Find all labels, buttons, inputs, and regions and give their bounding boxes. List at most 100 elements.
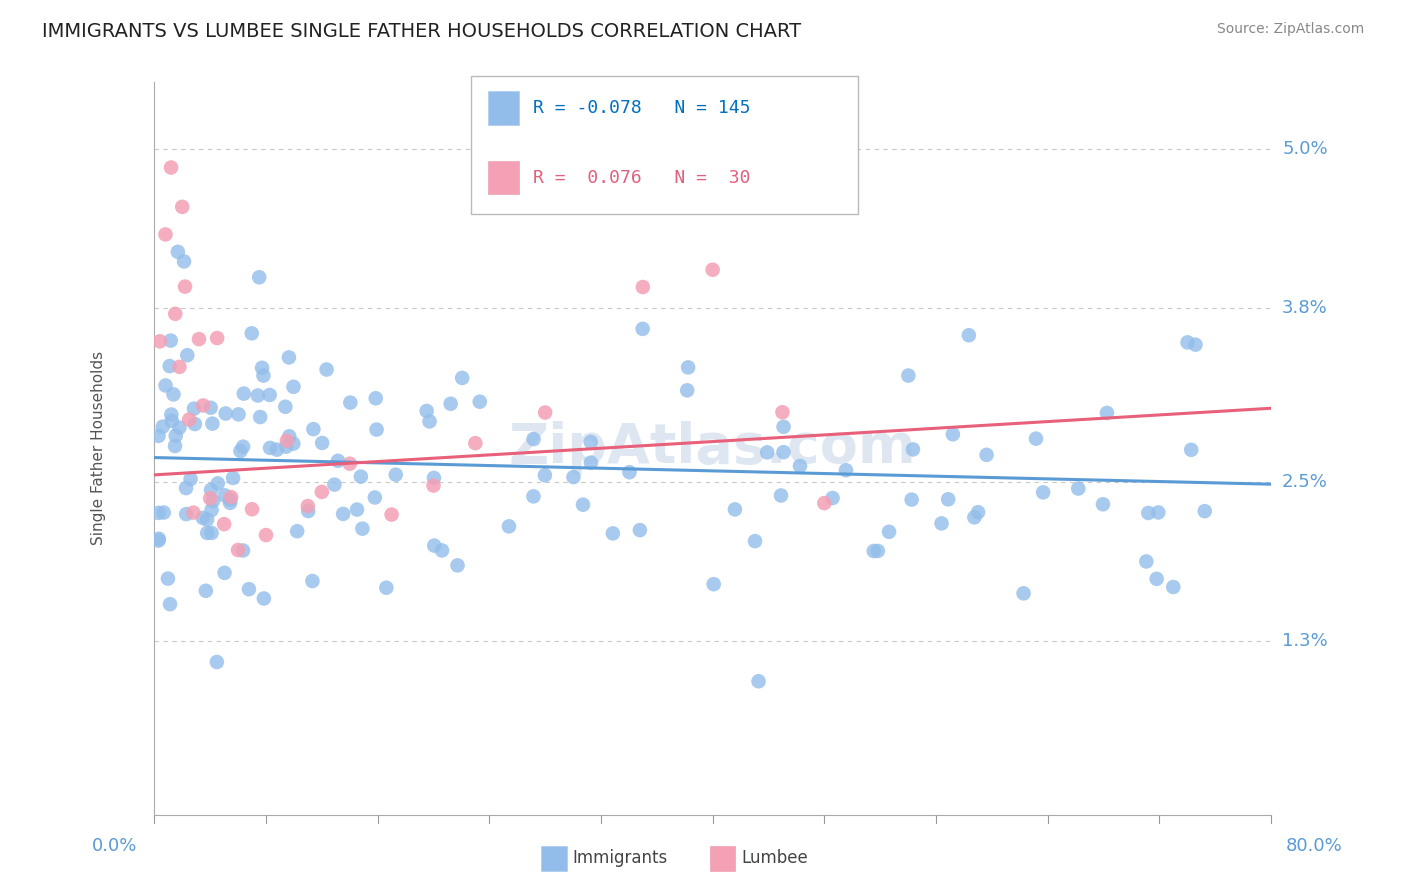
Point <box>772 445 794 459</box>
Point <box>332 507 354 521</box>
Point <box>148 533 170 548</box>
Point <box>259 388 281 402</box>
Point <box>152 419 174 434</box>
Point <box>901 442 924 457</box>
Point <box>229 444 252 458</box>
Point <box>384 467 406 482</box>
Point <box>266 442 288 457</box>
Point <box>446 558 468 573</box>
Point <box>155 378 177 392</box>
Point <box>232 440 254 454</box>
Point <box>375 581 398 595</box>
Text: Lumbee: Lumbee <box>741 849 807 867</box>
Point <box>172 200 194 214</box>
Point <box>195 512 218 526</box>
Point <box>200 483 222 497</box>
Point <box>772 419 794 434</box>
Point <box>602 526 624 541</box>
Point <box>1184 337 1206 351</box>
Point <box>323 477 346 491</box>
Point <box>364 392 387 406</box>
Point <box>821 491 844 505</box>
Point <box>339 395 361 409</box>
Point <box>364 491 387 505</box>
Point <box>276 434 298 448</box>
Point <box>191 399 214 413</box>
Point <box>165 428 187 442</box>
Point <box>179 412 201 426</box>
Point <box>1095 406 1118 420</box>
Point <box>1025 432 1047 446</box>
Point <box>285 524 308 539</box>
Point <box>366 423 388 437</box>
Point <box>278 351 301 365</box>
Point <box>297 504 319 518</box>
Point <box>259 441 281 455</box>
Point <box>160 408 183 422</box>
Point <box>1012 586 1035 600</box>
Point <box>194 583 217 598</box>
Point <box>862 544 884 558</box>
Point <box>191 511 214 525</box>
Text: 1.3%: 1.3% <box>1282 632 1327 650</box>
Point <box>976 448 998 462</box>
Point <box>283 436 305 450</box>
Point <box>222 471 245 485</box>
Point <box>769 488 792 502</box>
Point <box>877 524 900 539</box>
Point <box>165 307 187 321</box>
Point <box>240 502 263 516</box>
Point <box>214 566 236 580</box>
Point <box>278 429 301 443</box>
Point <box>176 348 198 362</box>
Point <box>381 508 404 522</box>
Point <box>246 388 269 402</box>
Point <box>219 490 242 504</box>
Point <box>468 394 491 409</box>
Point <box>311 436 333 450</box>
Text: Single Father Households: Single Father Households <box>91 351 105 545</box>
Point <box>339 457 361 471</box>
Point <box>212 517 235 532</box>
Point <box>942 427 965 442</box>
Point <box>198 491 221 506</box>
Text: 3.8%: 3.8% <box>1282 300 1327 318</box>
Point <box>301 574 323 588</box>
Point <box>534 405 557 419</box>
Point <box>534 468 557 483</box>
Point <box>200 525 222 540</box>
Point <box>274 400 297 414</box>
Point <box>219 496 242 510</box>
Point <box>148 506 170 520</box>
Point <box>238 582 260 596</box>
Text: Source: ZipAtlas.com: Source: ZipAtlas.com <box>1216 22 1364 37</box>
Point <box>423 471 446 485</box>
Point <box>430 543 453 558</box>
Point <box>156 572 179 586</box>
Text: R =  0.076   N =  30: R = 0.076 N = 30 <box>533 169 751 186</box>
Point <box>346 502 368 516</box>
Point <box>228 408 250 422</box>
Point <box>423 539 446 553</box>
Point <box>183 401 205 416</box>
Point <box>183 506 205 520</box>
Text: 80.0%: 80.0% <box>1286 837 1343 855</box>
Point <box>173 254 195 268</box>
Point <box>188 332 211 346</box>
Point <box>967 505 990 519</box>
Point <box>813 496 835 510</box>
Point <box>302 422 325 436</box>
Point <box>522 432 544 446</box>
Point <box>1135 554 1157 568</box>
Point <box>464 436 486 450</box>
Point <box>283 380 305 394</box>
Point <box>1147 505 1170 519</box>
Point <box>250 360 273 375</box>
Point <box>202 494 225 508</box>
Point <box>232 386 254 401</box>
Point <box>900 492 922 507</box>
Point <box>835 463 858 477</box>
Point <box>963 510 986 524</box>
Point <box>1177 335 1199 350</box>
Point <box>756 445 779 459</box>
